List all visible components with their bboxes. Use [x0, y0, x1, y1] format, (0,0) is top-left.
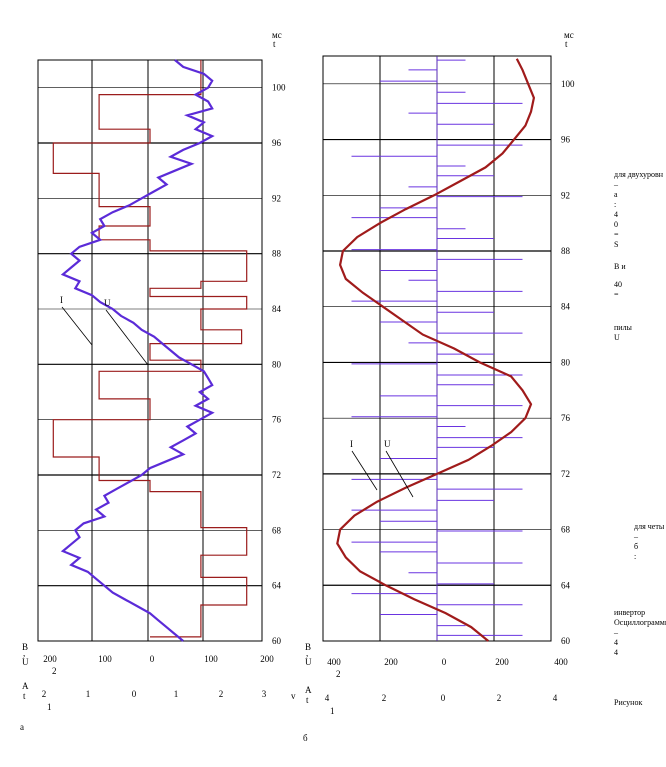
u-axis-unit: В	[22, 642, 28, 652]
series-I-line	[336, 58, 536, 642]
u-tick-label: 200	[495, 657, 509, 667]
series-I-line	[60, 59, 215, 642]
time-tick-label: 60	[561, 636, 571, 646]
annotation-I-leader	[351, 450, 378, 491]
i-axis-symbol: t	[23, 691, 26, 701]
u-axis-comma: ,	[306, 648, 308, 658]
annotation-I: I	[60, 295, 63, 305]
u-tick-label: 0	[150, 654, 155, 664]
time-unit-label: мс	[272, 30, 282, 40]
time-tick-label: 100	[561, 79, 575, 89]
time-tick-label: 88	[561, 246, 571, 256]
u-axis-comma: ,	[23, 648, 25, 658]
annotation-U: U	[384, 439, 391, 449]
annotation-I: I	[350, 439, 353, 449]
u-axis-symbol: U	[305, 657, 312, 667]
i-tick-label: 4	[325, 693, 330, 703]
annotation-U: U	[104, 298, 111, 308]
u-tick-label: 400	[554, 657, 568, 667]
time-tick-label: 84	[561, 302, 571, 312]
i-tick-label: 2	[497, 693, 502, 703]
side-text-1: для двухуровн – a:4 0 = S	[614, 170, 664, 249]
i-axis-unit: А	[22, 681, 29, 691]
time-tick-label: 64	[561, 580, 571, 590]
i-axis-multiplier: 1	[330, 706, 335, 716]
u-axis-multiplier: 2	[52, 666, 57, 676]
i-axis-symbol: t	[306, 695, 309, 705]
i-tick-label: 4	[553, 693, 558, 703]
time-tick-label: 76	[561, 413, 571, 423]
u-tick-label: 0	[442, 657, 447, 667]
time-unit-label: мс	[564, 30, 574, 40]
time-tick-label: 92	[272, 193, 281, 203]
time-tick-label: 96	[272, 138, 282, 148]
time-tick-label: 72	[272, 470, 281, 480]
time-tick-label: 60	[272, 636, 282, 646]
time-tick-label: 84	[272, 304, 282, 314]
i-axis-multiplier: 1	[47, 702, 52, 712]
i-tick-label: 2	[219, 689, 224, 699]
time-tick-label: 80	[561, 357, 571, 367]
time-symbol-label: t	[565, 39, 568, 49]
u-axis-multiplier: 2	[336, 669, 341, 679]
axis-end-label: v	[291, 691, 296, 701]
i-tick-label: 3	[262, 689, 267, 699]
side-text-5: для четы – б:	[634, 522, 665, 561]
u-tick-label: 400	[327, 657, 341, 667]
time-tick-label: 64	[272, 581, 282, 591]
side-text-6: инвертор Осциллограммы –4 4	[614, 608, 666, 657]
time-tick-label: 96	[561, 135, 571, 145]
time-tick-label: 92	[561, 190, 570, 200]
u-tick-label: 200	[260, 654, 274, 664]
series-U-line	[52, 60, 248, 638]
annotation-I-leader	[61, 306, 93, 346]
annotation-U-leader	[385, 450, 414, 498]
u-tick-label: 100	[98, 654, 112, 664]
i-tick-label: 0	[441, 693, 446, 703]
u-axis-unit: В	[305, 642, 311, 652]
time-tick-label: 68	[561, 525, 571, 535]
i-tick-label: 1	[86, 689, 91, 699]
panel-caption: б	[303, 733, 308, 743]
annotation-U-leader	[105, 309, 149, 366]
side-text-3: 40 =	[614, 280, 622, 299]
i-tick-label: 2	[42, 689, 47, 699]
side-text-2: В и	[614, 262, 626, 271]
i-axis-unit: А	[305, 685, 312, 695]
time-tick-label: 88	[272, 249, 282, 259]
u-tick-label: 200	[43, 654, 57, 664]
side-text-7: Рисунок	[614, 698, 643, 707]
u-tick-label: 200	[384, 657, 398, 667]
time-tick-label: 80	[272, 359, 282, 369]
u-axis-symbol: U	[22, 657, 29, 667]
i-tick-label: 2	[382, 693, 387, 703]
time-tick-label: 68	[272, 525, 282, 535]
side-text-4: пилы U	[614, 323, 632, 342]
time-tick-label: 76	[272, 415, 282, 425]
u-tick-label: 100	[204, 654, 218, 664]
panel-caption: а	[20, 722, 24, 732]
time-tick-label: 100	[272, 83, 286, 93]
i-tick-label: 1	[174, 689, 179, 699]
i-tick-label: 0	[132, 689, 137, 699]
time-symbol-label: t	[273, 39, 276, 49]
time-tick-label: 72	[561, 469, 570, 479]
